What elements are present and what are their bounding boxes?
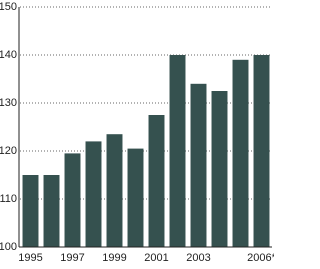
bar: [232, 59, 249, 247]
bar: [64, 153, 81, 247]
x-tick-label: 2006*: [247, 252, 274, 264]
chart: 100 110 120 130 140 150 1995 1997 1999 2001 2003 20…: [0, 1, 277, 264]
bar: [43, 175, 60, 247]
bar: [211, 91, 228, 247]
bar: [148, 115, 165, 247]
y-tick-label: 130: [0, 97, 17, 109]
x-tick-label: 2003: [186, 252, 210, 264]
bar: [253, 55, 270, 247]
x-tick-label: 1995: [18, 252, 42, 264]
x-tick-label: 2001: [144, 252, 168, 264]
bar: [169, 55, 186, 247]
bar: [106, 134, 123, 247]
bar: [85, 141, 102, 247]
y-tick-label: 110: [0, 193, 17, 205]
x-tick-label: 1999: [102, 252, 126, 264]
y-tick-label: 150: [0, 1, 17, 13]
x-tick-label: 1997: [60, 252, 84, 264]
y-tick-label: 140: [0, 49, 17, 61]
bar: [190, 83, 207, 247]
y-tick-label: 100: [0, 241, 17, 253]
bar: [127, 148, 144, 247]
bar: [22, 175, 39, 247]
y-tick-label: 120: [0, 145, 17, 157]
